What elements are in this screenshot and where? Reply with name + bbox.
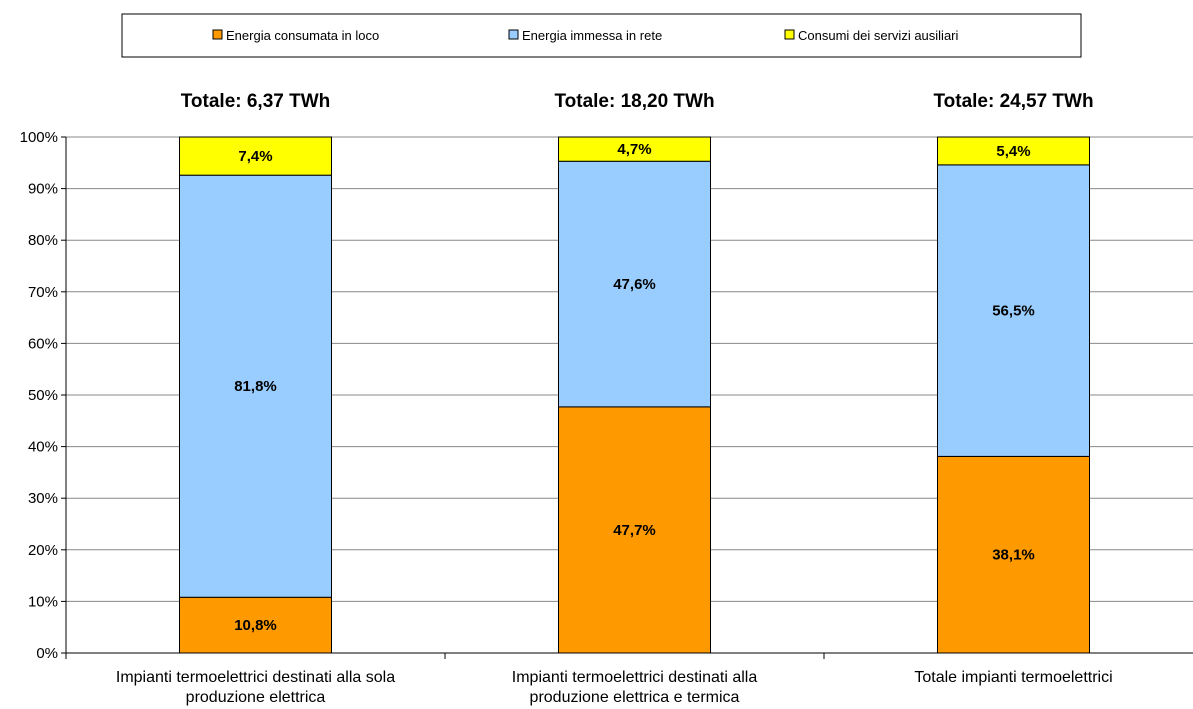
bar-segment-consumi-dei-servizi-ausiliari — [937, 136, 1090, 166]
data-label: 7,4% — [238, 148, 272, 165]
total-label: Totale: 18,20 TWh — [554, 91, 714, 112]
y-tick-label: 0% — [36, 645, 58, 662]
bar-segment-consumi-dei-servizi-ausiliari — [558, 136, 711, 162]
legend-swatch-energia-consumata-in-loco — [212, 29, 223, 40]
bar-segment-energia-immessa-in-rete — [179, 174, 332, 598]
total-label: Totale: 24,57 TWh — [933, 91, 1093, 112]
data-label: 47,6% — [613, 276, 656, 293]
bar-group: 47,7% 47,6% 4,7% Totale: 18,20 TWh — [554, 91, 715, 654]
legend-swatch-energia-immessa-in-rete — [508, 29, 519, 40]
y-tick-label: 80% — [28, 232, 58, 249]
bar-segment-energia-consumata-in-loco — [558, 406, 711, 654]
data-label: 5,4% — [996, 143, 1030, 160]
y-tick-label: 10% — [28, 593, 58, 610]
bar-segment-energia-consumata-in-loco — [937, 455, 1090, 654]
legend-swatch-consumi-dei-servizi-ausiliari — [784, 29, 795, 40]
y-tick-label: 40% — [28, 439, 58, 456]
y-tick-label: 50% — [28, 387, 58, 404]
legend-entry-label: Energia consumata in loco — [226, 28, 379, 43]
data-label: 47,7% — [613, 522, 656, 539]
y-tick-label: 90% — [28, 181, 58, 198]
bars: 10,8% 81,8% 7,4% Totale: 6,37 TWh 47,7% 47,6%… — [179, 91, 1094, 654]
bar-group: 38,1% 56,5% 5,4% Totale: 24,57 TWh — [933, 91, 1094, 654]
x-category-label: Impianti termoelettrici destinati alla — [512, 669, 758, 686]
data-label: 38,1% — [992, 547, 1035, 564]
legend-entry-label: Consumi dei servizi ausiliari — [798, 28, 958, 43]
y-tick-label: 100% — [20, 129, 58, 146]
x-category-label: Totale impianti termoelettrici — [914, 669, 1112, 686]
x-category-label: produzione elettrica — [186, 689, 326, 706]
y-tick-label: 30% — [28, 490, 58, 507]
legend-entry-label: Energia immessa in rete — [522, 28, 662, 43]
y-tick-label: 60% — [28, 335, 58, 352]
legend-box — [121, 13, 1082, 58]
data-label: 10,8% — [234, 617, 277, 634]
bar-segment-consumi-dei-servizi-ausiliari — [179, 136, 332, 176]
y-tick-label: 70% — [28, 284, 58, 301]
bar-group: 10,8% 81,8% 7,4% Totale: 6,37 TWh — [179, 91, 332, 654]
y-axis: 0% 10% 20% 30% 40% 50% 60% 70% 80% 90% 100% — [20, 129, 67, 662]
x-axis: Impianti termoelettrici destinati alla s… — [65, 652, 1193, 706]
legend: Energia consumata in loco Energia immessa… — [121, 13, 1082, 58]
data-label: 81,8% — [234, 378, 277, 395]
x-category-label: produzione elettrica e termica — [530, 689, 740, 706]
bar-segment-energia-immessa-in-rete — [558, 160, 711, 408]
data-label: 4,7% — [617, 141, 651, 158]
data-label: 56,5% — [992, 303, 1035, 320]
bar-segment-energia-immessa-in-rete — [937, 164, 1090, 457]
total-label: Totale: 6,37 TWh — [181, 91, 331, 112]
y-tick-label: 20% — [28, 542, 58, 559]
x-category-label: Impianti termoelettrici destinati alla s… — [116, 669, 395, 686]
